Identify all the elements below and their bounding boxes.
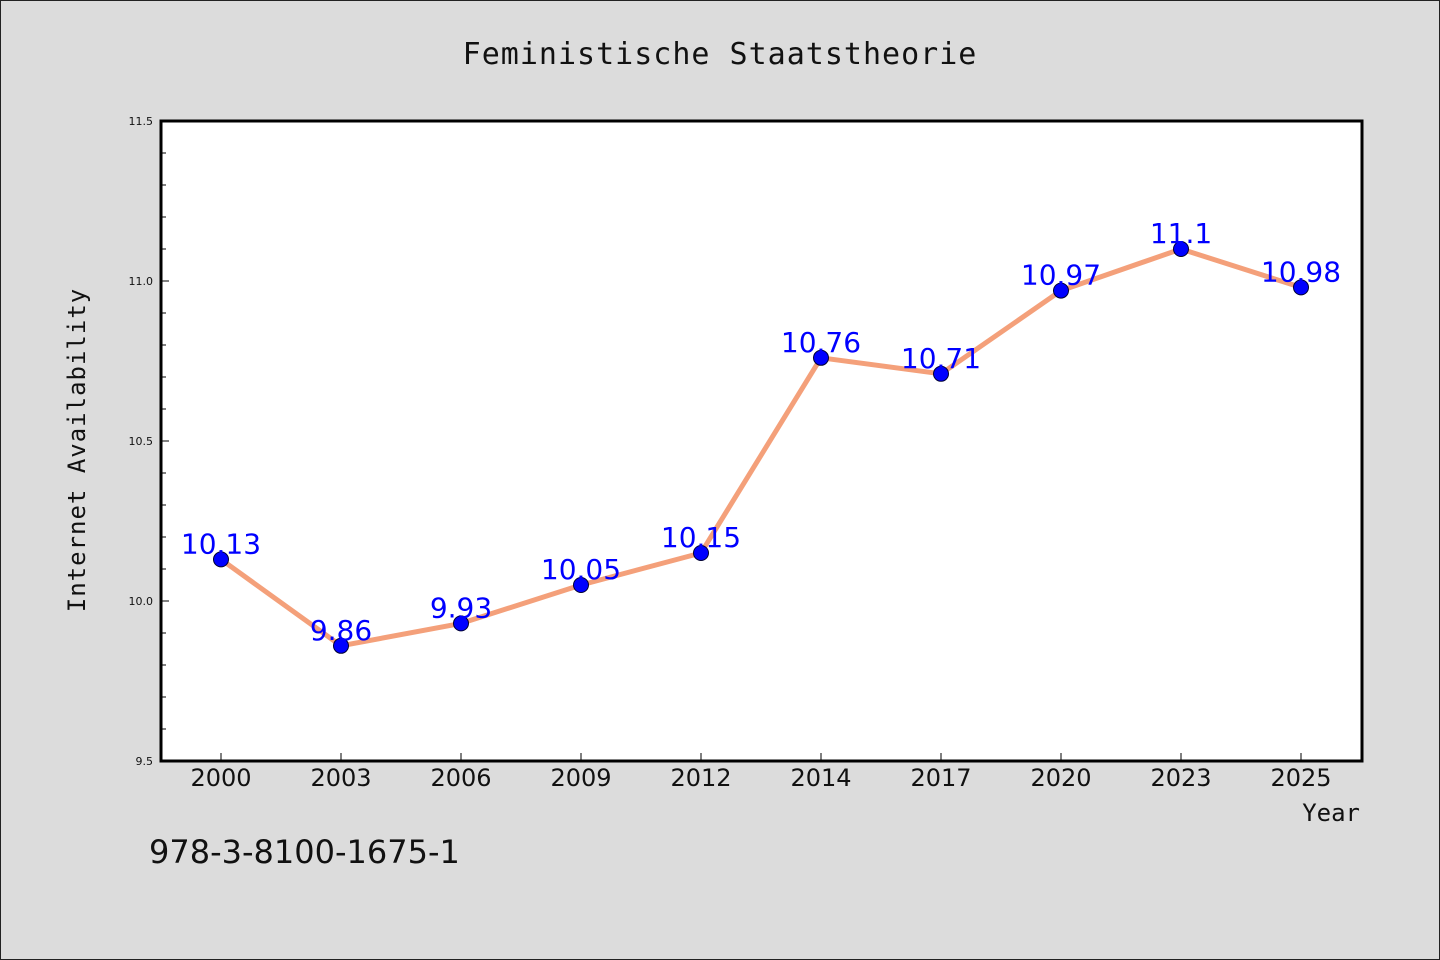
- data-label: 10.98: [1261, 255, 1341, 288]
- series-group: 10.13 9.86 9.93 10.05 10.15 10.76 10.71 10.97 11…: [181, 217, 1341, 654]
- axis-ticks: 9.5 10.0 10.5 11.0 11.5 2000 2003 2006 2009 2012 2…: [129, 115, 1332, 792]
- data-point: [1293, 279, 1309, 296]
- data-point: [693, 545, 709, 561]
- data-point: [453, 615, 469, 632]
- x-tick-label: 2003: [310, 764, 371, 792]
- x-tick-label: 2017: [910, 764, 971, 792]
- data-label: 11.1: [1150, 217, 1212, 250]
- y-tick-label: 10.5: [129, 435, 154, 448]
- x-tick-label: 2025: [1270, 764, 1331, 792]
- data-point: [933, 365, 949, 382]
- series-line: [218, 246, 1304, 649]
- x-tick-label: 2014: [790, 764, 851, 792]
- y-tick-label: 11.5: [129, 115, 154, 128]
- data-label: 10.15: [661, 521, 741, 554]
- x-tick-label: 2020: [1030, 764, 1091, 792]
- data-point: [333, 637, 349, 654]
- data-label: 10.71: [901, 342, 981, 375]
- x-axis-label: Year: [1302, 799, 1360, 827]
- y-axis-label: Internet Availability: [63, 288, 91, 612]
- x-tick-label: 2012: [670, 764, 731, 792]
- plot-area: [159, 119, 1364, 763]
- data-label: 10.05: [541, 553, 621, 586]
- data-label: 10.97: [1021, 259, 1101, 292]
- x-tick-label: 2009: [550, 764, 611, 792]
- data-label: 10.13: [181, 527, 261, 560]
- data-point: [573, 577, 589, 593]
- data-point: [213, 551, 229, 568]
- data-point: [813, 349, 829, 366]
- x-tick-label: 2023: [1150, 764, 1211, 792]
- x-tick-label: 2006: [430, 764, 491, 792]
- y-tick-label: 10.0: [129, 595, 154, 608]
- data-point: [1053, 282, 1069, 299]
- x-tick-label: 2000: [190, 764, 251, 792]
- data-label: 10.76: [781, 326, 861, 359]
- y-tick-label: 9.5: [136, 755, 154, 768]
- y-tick-label: 11.0: [129, 275, 154, 288]
- data-label: 9.86: [310, 614, 372, 647]
- isbn-footer: 978-3-8100-1675-1: [149, 833, 460, 871]
- data-label: 9.93: [430, 591, 492, 624]
- chart-title: Feministische Staatstheorie: [463, 37, 978, 72]
- data-point: [1173, 241, 1189, 257]
